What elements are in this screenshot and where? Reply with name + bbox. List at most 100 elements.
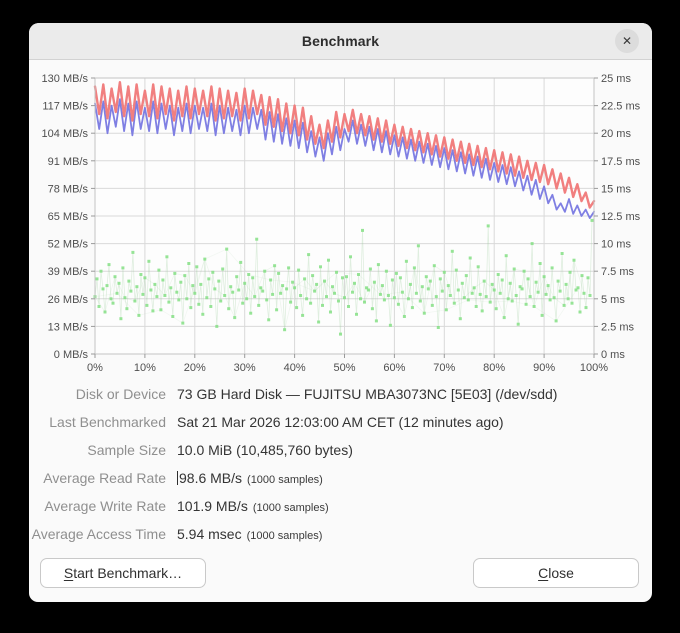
access-time-point [548,298,552,302]
access-time-point [121,266,125,270]
access-time-point [502,316,506,320]
access-time-point [307,253,311,257]
y-right-tick-label: 22.5 ms [601,101,641,113]
access-time-point [374,319,378,323]
access-time-point [233,316,237,320]
access-time-point [572,258,576,262]
access-time-point [365,286,368,290]
access-time-point [538,262,542,265]
detail-row: Average Read Rate 98.6 MB/s (1000 samples) [29,464,652,492]
access-time-point [436,326,440,329]
access-time-point [355,312,358,316]
benchmark-chart: 130 MB/s 117 MB/s 104 MB/s 91 MB/s 78 MB/s 65… [29,60,652,382]
detail-value[interactable]: 10.0 MiB (10,485,760 bytes) [177,442,353,458]
titlebar[interactable]: Benchmark ✕ [29,23,652,60]
access-time-point [558,289,562,293]
access-time-connector [94,257,585,330]
detail-label: Sample Size [87,442,166,458]
access-time-point [514,294,518,297]
access-time-point [353,281,356,285]
access-time-point [528,295,532,299]
access-time-point [404,259,408,263]
access-time-point [468,256,472,260]
access-time-point [207,277,211,281]
access-time-point [442,270,446,274]
access-time-point [540,313,544,317]
access-time-point [576,286,580,290]
access-time-point [127,279,131,283]
x-tick-label: 30% [234,362,256,374]
y-left-tick-label: 78 MB/s [48,183,89,195]
detail-value[interactable]: 73 GB Hard Disk — FUJITSU MBA3073NC [5E0… [177,386,558,402]
access-time-point [325,295,328,299]
detail-note: (1000 samples) [247,474,323,486]
text-cursor [177,471,178,485]
access-time-point [345,275,348,279]
access-time-point [119,317,123,321]
access-time-point [426,287,430,291]
access-time-point [165,255,169,259]
start-benchmark-label: tart Benchmark… [73,565,183,581]
y-left-tick-label: 117 MB/s [42,101,88,113]
access-time-point [179,280,183,284]
access-time-point [101,287,105,291]
access-time-point [189,306,193,310]
access-time-point [544,292,548,296]
access-time-point [546,284,550,288]
access-time-point [203,257,207,261]
access-time-point [542,275,546,279]
access-time-point [259,286,263,290]
access-time-point [578,310,582,314]
access-time-point [199,282,203,286]
access-time-point [424,275,428,279]
access-time-point [157,268,161,272]
access-time-point [408,282,412,286]
access-time-point [111,301,115,305]
x-tick-label: 80% [483,362,505,374]
y-right-tick-label: 25 ms [601,73,631,85]
access-time-point [458,317,462,321]
access-time-point [414,291,418,295]
access-time-point [113,275,117,279]
detail-value[interactable]: 98.6 MB/s (1000 samples) [177,470,323,486]
access-time-point [570,301,574,305]
access-time-point [333,291,336,295]
close-button[interactable]: Close [473,558,639,588]
detail-value[interactable]: 101.9 MB/s (1000 samples) [177,498,329,514]
access-time-point [450,249,454,253]
access-time-point [293,286,297,290]
access-time-point [181,321,185,325]
access-time-point [231,290,235,294]
detail-value[interactable]: Sat 21 Mar 2026 12:03:00 AM CET (12 minu… [177,414,504,430]
access-time-point [125,307,129,311]
access-time-point [141,292,145,296]
access-time-point [335,270,338,274]
start-benchmark-button[interactable]: Start Benchmark… [40,558,206,588]
access-time-point [297,268,301,272]
access-time-point [588,294,592,297]
access-time-point [219,299,223,303]
access-time-point [197,302,201,306]
read-rate-line [93,81,596,209]
access-time-point [161,278,165,282]
window-close-button[interactable]: ✕ [615,29,639,53]
access-time-point [351,290,354,294]
access-time-point [376,263,380,267]
access-time-point [185,297,189,301]
access-time-point [171,315,175,318]
access-time-point [418,299,422,303]
access-time-point [151,309,155,313]
access-time-point [480,309,484,313]
access-time-point [584,306,588,310]
access-time-point [470,291,474,295]
close-label: lose [548,565,574,581]
access-time-point [331,285,334,289]
y-right-tick-label: 10 ms [601,239,631,251]
access-time-point [99,269,103,273]
detail-value[interactable]: 5.94 msec (1000 samples) [177,526,323,542]
write-rate-line [94,98,595,220]
access-time-point [496,273,500,276]
y-right-tick-label: 17.5 ms [601,156,641,168]
detail-label: Last Benchmarked [49,414,166,430]
access-time-point [143,276,147,280]
